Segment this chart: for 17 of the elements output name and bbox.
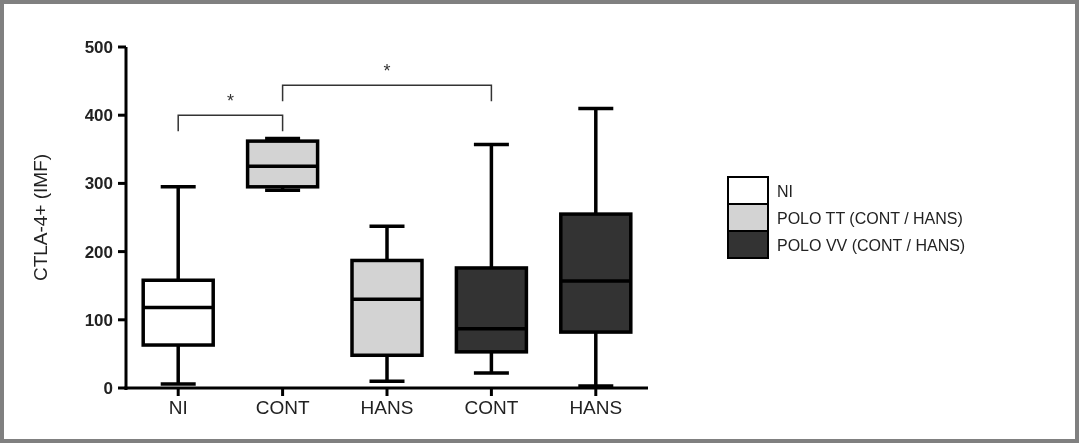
y-tick-label: 500 xyxy=(84,37,113,57)
y-tick-label: 400 xyxy=(84,106,113,126)
x-tick-label: CONT xyxy=(464,397,519,418)
legend-label: NI xyxy=(777,182,793,200)
legend-label: POLO TT (CONT / HANS) xyxy=(777,209,963,227)
legend-label: POLO VV (CONT / HANS) xyxy=(777,236,966,254)
y-tick-label: 200 xyxy=(84,242,113,262)
x-tick-label: HANS xyxy=(360,397,414,418)
y-tick-label: 100 xyxy=(84,310,113,330)
y-tick-label: 0 xyxy=(103,378,113,398)
x-tick-label: HANS xyxy=(569,397,623,418)
annotation: * xyxy=(226,91,234,112)
x-tick-label: CONT xyxy=(255,397,310,418)
y-tick-label: 300 xyxy=(84,174,113,194)
y-axis-title: CTLA-4+ (IMF) xyxy=(30,153,51,282)
annotation: * xyxy=(383,61,391,82)
x-tick-label: NI xyxy=(168,397,188,418)
